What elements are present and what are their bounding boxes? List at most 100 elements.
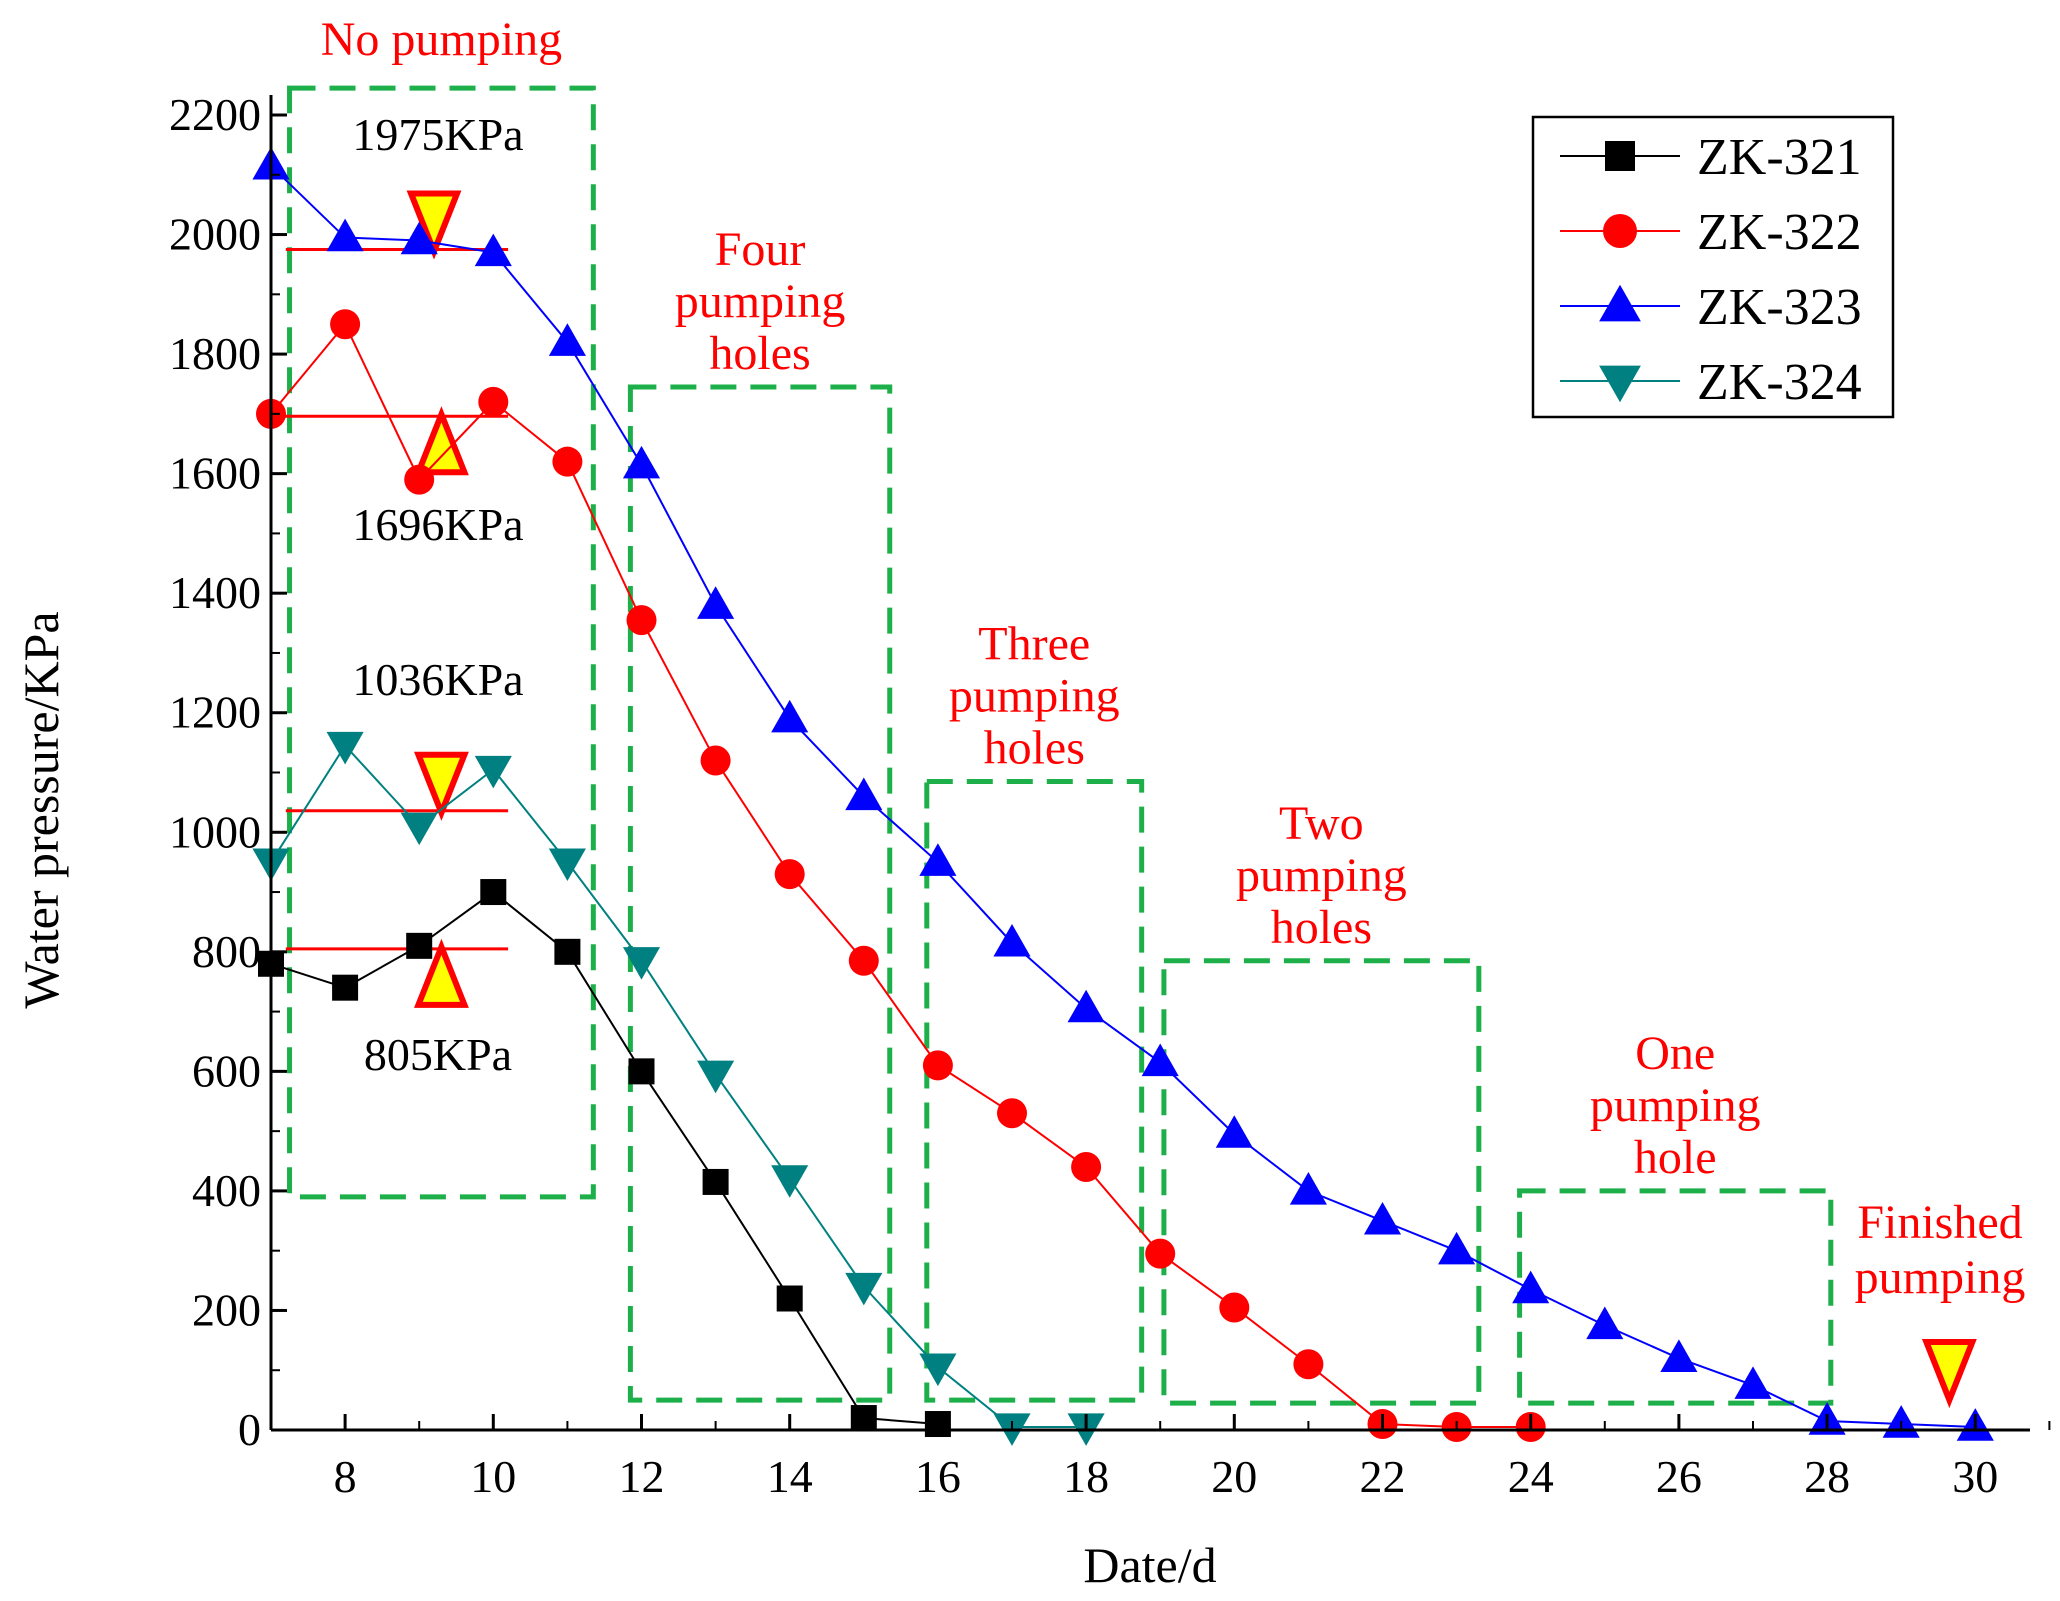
reference-arrow-icon-2 [414, 406, 469, 476]
legend-marker-ZK-324 [1599, 365, 1641, 403]
reference-label-2: 1696KPa [352, 499, 523, 550]
finished-pumping-arrow-icon [1921, 1339, 1977, 1409]
data-point-ZK-322-9 [848, 945, 879, 976]
data-point-ZK-324-2 [326, 731, 364, 765]
data-point-ZK-324-5 [548, 848, 586, 882]
x-axis-title: Date/d [1083, 1537, 1216, 1593]
reference-label-1: 1975KPa [352, 109, 523, 160]
phase-box-4 [1161, 958, 1482, 1406]
phase-box-3 [924, 778, 1145, 1403]
legend-marker-ZK-323 [1599, 284, 1641, 322]
finished-pumping-label-line-2: pumping [1855, 1251, 2026, 1304]
phase-label-3-line-1: Three [978, 617, 1090, 670]
x-tick-label-8: 8 [334, 1451, 357, 1502]
data-point-ZK-321-8 [776, 1285, 803, 1312]
data-point-ZK-321-6 [628, 1058, 655, 1085]
x-tick-label-10: 10 [470, 1451, 516, 1502]
data-point-ZK-321-3 [406, 932, 433, 959]
legend: ZK-321 ZK-322 ZK-323 ZK-324 [1531, 115, 1895, 419]
reference-arrow-icon-4 [414, 938, 469, 1008]
y-tick-label-1000: 1000 [169, 806, 261, 857]
y-tick-label-1800: 1800 [169, 328, 261, 379]
data-point-ZK-323-15 [1289, 1172, 1327, 1205]
data-point-ZK-322-14 [1219, 1292, 1250, 1323]
legend-marker-ZK-321 [1605, 141, 1635, 171]
y-tick-label-1600: 1600 [169, 448, 261, 499]
data-point-ZK-323-10 [919, 843, 957, 876]
x-tick-label-30: 30 [1952, 1451, 1998, 1502]
data-point-ZK-322-8 [774, 859, 805, 890]
axes: 0 200 400 600 800 1000 1200 1400 1600 1800 2000 220… [169, 89, 2051, 1502]
phase-label-1-line-1: No pumping [321, 13, 562, 66]
phase-label-3-line-3: holes [984, 721, 1085, 774]
phase-label-2-line-2: pumping [675, 275, 846, 328]
legend-label-ZK-322: ZK-322 [1697, 204, 1862, 261]
x-tick-label-20: 20 [1211, 1451, 1257, 1502]
data-point-ZK-323-2 [326, 218, 364, 252]
data-point-ZK-322-6 [626, 605, 657, 636]
data-point-ZK-322-15 [1293, 1349, 1324, 1380]
data-point-ZK-321-7 [702, 1168, 729, 1195]
y-tick-label-600: 600 [192, 1045, 261, 1096]
data-point-ZK-321-4 [480, 879, 507, 906]
data-point-ZK-323-19 [1586, 1306, 1624, 1340]
series-line-ZK-324 [270, 743, 1087, 1429]
data-point-ZK-323-16 [1363, 1201, 1402, 1235]
data-point-ZK-324-4 [474, 755, 512, 789]
data-point-ZK-322-2 [330, 309, 361, 340]
data-point-ZK-324-7 [697, 1060, 735, 1094]
legend-marker-ZK-322 [1603, 214, 1637, 248]
phase-label-2-line-1: Four [715, 223, 806, 276]
data-point-ZK-324-10 [919, 1353, 957, 1387]
y-tick-label-800: 800 [192, 926, 261, 977]
reference-arrow-icon-3 [414, 751, 469, 821]
legend-box [1531, 115, 1895, 419]
phase-box-1 [287, 85, 596, 1200]
data-point-ZK-323-3 [400, 221, 438, 255]
data-point-ZK-323-17 [1438, 1231, 1476, 1265]
data-point-ZK-323-20 [1660, 1339, 1698, 1372]
legend-label-ZK-323: ZK-323 [1697, 279, 1862, 336]
x-tick-label-12: 12 [619, 1451, 665, 1502]
series-line-ZK-322 [270, 322, 1531, 1429]
data-point-ZK-322-12 [1071, 1152, 1102, 1182]
phase-label-4-line-2: pumping [1236, 849, 1407, 902]
x-tick-label-18: 18 [1063, 1451, 1109, 1502]
data-point-ZK-322-5 [552, 446, 583, 477]
data-point-ZK-324-9 [845, 1272, 883, 1306]
data-point-ZK-323-5 [548, 323, 586, 356]
data-point-ZK-323-14 [1215, 1115, 1253, 1148]
data-point-ZK-322-13 [1145, 1238, 1176, 1269]
y-tick-label-1400: 1400 [169, 567, 261, 618]
y-tick-label-200: 200 [192, 1284, 261, 1335]
phase-label-3-line-2: pumping [949, 669, 1120, 722]
reference-arrow-icon-1 [406, 190, 462, 260]
data-point-ZK-323-7 [697, 586, 735, 619]
data-point-ZK-321-5 [554, 938, 581, 965]
data-point-ZK-323-8 [771, 699, 809, 733]
reference-lines: 1975KPa 1696KPa 1036KPa 805KPa [271, 109, 524, 1080]
phase-label-5-line-2: pumping [1590, 1079, 1761, 1132]
legend-label-ZK-321: ZK-321 [1697, 129, 1862, 186]
data-point-ZK-323-13 [1141, 1043, 1179, 1077]
data-point-ZK-323-9 [845, 777, 883, 811]
x-tick-label-22: 22 [1360, 1451, 1406, 1502]
data-point-ZK-323-4 [474, 233, 512, 267]
phase-box-2 [627, 384, 893, 1403]
y-axis-title: Water pressure/KPa [13, 611, 69, 1008]
data-point-ZK-322-10 [922, 1050, 953, 1081]
y-tick-label-400: 400 [192, 1165, 261, 1216]
x-tick-label-14: 14 [767, 1451, 813, 1502]
phase-label-5-line-3: hole [1634, 1131, 1717, 1184]
phase-label-4-line-1: Two [1279, 797, 1364, 850]
x-tick-label-28: 28 [1804, 1451, 1850, 1502]
data-point-ZK-323-18 [1512, 1270, 1550, 1304]
x-tick-label-24: 24 [1508, 1451, 1554, 1502]
phase-label-4-line-3: holes [1271, 901, 1372, 954]
x-tick-label-26: 26 [1656, 1451, 1702, 1502]
y-tick-label-0: 0 [238, 1404, 261, 1455]
data-point-ZK-324-6 [622, 947, 661, 980]
phase-label-5-line-1: One [1635, 1027, 1715, 1080]
legend-label-ZK-324: ZK-324 [1697, 354, 1862, 411]
